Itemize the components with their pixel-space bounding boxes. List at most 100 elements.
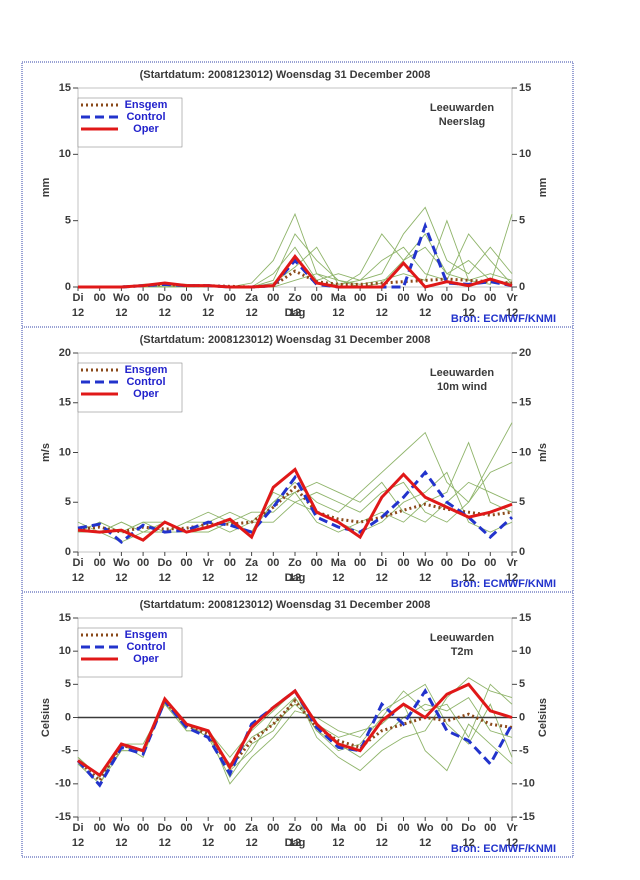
x-tick-label: Wo [113,292,130,304]
legend-label: Control [126,641,165,653]
source-note: Bron: ECMWF/KNMI [451,843,556,855]
member-line [78,213,513,288]
y-tick-label: 0 [65,281,71,293]
x-tick-label: 00 [484,557,496,569]
x-axis-label: Dag [285,837,306,849]
y-tick-label: -5 [61,745,71,757]
x-tick-label: Vr [203,557,215,569]
x-tick-label: Do [461,822,476,834]
y-axis-label: mm [40,178,52,198]
x-tick-label: 00 [267,292,279,304]
legend-label: Oper [133,123,159,135]
panel-title: (Startdatum: 2008123012) Woensdag 31 Dec… [140,69,431,81]
x-tick-label: 00 [224,557,236,569]
x-subtick-label: 12 [332,572,344,584]
x-subtick-label: 12 [115,837,127,849]
x-tick-label: 00 [484,822,496,834]
x-subtick-label: 12 [115,572,127,584]
y2-axis-label: Celsius [537,698,549,737]
source-note: Bron: ECMWF/KNMI [451,313,556,325]
x-tick-label: Wo [113,557,130,569]
x-subtick-label: 12 [376,572,388,584]
member-line [77,471,513,533]
y-tick-label: 20 [59,347,71,359]
x-tick-label: 00 [94,822,106,834]
x-tick-label: Di [376,557,387,569]
x-tick-label: Do [461,557,476,569]
x-axis-label: Dag [285,572,306,584]
x-tick-label: 00 [94,557,106,569]
x-subtick-label: 12 [72,572,84,584]
location-label: Leeuwarden [430,632,494,644]
x-tick-label: Ma [331,292,347,304]
x-subtick-label: 12 [202,837,214,849]
legend-label: Oper [133,388,159,400]
x-tick-label: Vr [203,292,215,304]
x-tick-label: 00 [180,292,192,304]
x-subtick-label: 12 [376,837,388,849]
x-tick-label: Di [376,292,387,304]
x-tick-label: Di [73,557,84,569]
x-tick-label: 00 [397,557,409,569]
x-tick-label: Wo [417,557,434,569]
legend-label: Ensgem [125,629,168,641]
x-subtick-label: 12 [289,307,301,319]
y-tick-label: 5 [65,496,71,508]
x-tick-label: Wo [417,292,434,304]
y2-tick-label: 0 [519,711,525,723]
x-axis-label: Dag [285,307,306,319]
source-note: Bron: ECMWF/KNMI [451,578,556,590]
y2-tick-label: 10 [519,148,531,160]
x-tick-label: 00 [180,822,192,834]
x-subtick-label: 12 [419,307,431,319]
x-tick-label: Zo [288,822,302,834]
x-tick-label: 00 [267,822,279,834]
y2-tick-label: 20 [519,347,531,359]
y2-tick-label: 5 [519,215,525,227]
y2-tick-label: 5 [519,678,525,690]
x-tick-label: Do [157,292,172,304]
x-subtick-label: 12 [376,307,388,319]
series-line [77,469,514,544]
x-subtick-label: 12 [332,837,344,849]
y-tick-label: 10 [59,446,71,458]
y-tick-label: 5 [65,215,71,227]
x-tick-label: 00 [224,822,236,834]
y-tick-label: 15 [59,397,71,409]
y-tick-label: 0 [65,546,71,558]
x-tick-label: 00 [94,292,106,304]
x-tick-label: 00 [354,822,366,834]
x-subtick-label: 12 [506,307,518,319]
y2-axis-label: m/s [537,443,549,462]
x-subtick-label: 12 [506,572,518,584]
variable-label: Neerslag [439,116,485,128]
x-tick-label: Wo [113,822,130,834]
y2-tick-label: 15 [519,397,531,409]
x-tick-label: 00 [137,822,149,834]
x-subtick-label: 12 [419,572,431,584]
x-tick-label: 00 [484,292,496,304]
x-tick-label: Vr [506,822,518,834]
series-line [77,485,513,534]
series-line [78,254,513,289]
y2-tick-label: 10 [519,645,531,657]
x-subtick-label: 12 [462,307,474,319]
legend-label: Control [126,376,165,388]
x-tick-label: Za [245,822,259,834]
x-tick-label: 00 [311,292,323,304]
member-line [77,431,513,533]
x-subtick-label: 12 [159,837,171,849]
x-tick-label: Di [73,292,84,304]
x-tick-label: 00 [397,822,409,834]
legend-label: Control [126,111,165,123]
x-tick-label: Do [461,292,476,304]
x-tick-label: Za [245,292,259,304]
x-subtick-label: 12 [202,307,214,319]
x-tick-label: Ma [331,822,347,834]
y-tick-label: 5 [65,678,71,690]
y2-tick-label: 10 [519,446,531,458]
legend-label: Ensgem [125,364,168,376]
member-line [77,696,513,779]
panel-title: (Startdatum: 2008123012) Woensdag 31 Dec… [140,599,431,611]
